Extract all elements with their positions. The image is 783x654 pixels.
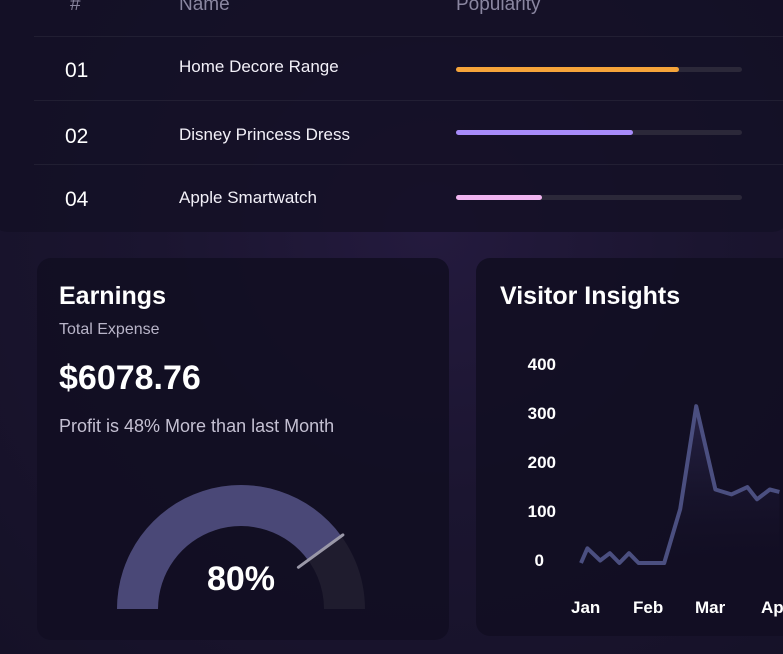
x-tick-label: Ap: [761, 598, 783, 617]
visitor-area: [581, 406, 780, 563]
products-table-panel: [0, 0, 783, 232]
popularity-bar: [456, 67, 742, 72]
popularity-bar: [456, 195, 742, 200]
gauge-fill: [117, 485, 342, 609]
gauge-label: 80%: [206, 560, 276, 598]
earnings-gauge: [117, 485, 365, 609]
earnings-card: Earnings Total Expense $6078.76 Profit i…: [37, 258, 449, 640]
x-tick-label: Feb: [633, 598, 664, 617]
popularity-fill: [456, 195, 542, 200]
product-name: Home Decore Range: [179, 57, 339, 76]
visitor-insights-card: Visitor Insights: [476, 258, 783, 636]
y-tick-label: 300: [527, 404, 556, 423]
row-number: 02: [65, 125, 89, 148]
visitor-series-line: [579, 404, 780, 565]
profit-text: Profit is 48% More than last Month: [59, 416, 335, 436]
popularity-fill: [456, 130, 634, 135]
col-header-number: #: [70, 0, 81, 15]
earnings-title: Earnings: [59, 282, 166, 310]
x-tick-label: Jan: [571, 598, 601, 617]
row-divider: [34, 100, 783, 101]
y-tick-label: 0: [534, 551, 544, 570]
row-divider: [34, 164, 783, 165]
popularity-bar: [456, 130, 742, 135]
row-divider: [34, 36, 783, 37]
product-name: Apple Smartwatch: [179, 188, 317, 207]
gauge-needle: [296, 533, 345, 569]
earnings-amount: $6078.76: [59, 359, 201, 397]
visitor-insights-title: Visitor Insights: [500, 282, 681, 310]
col-header-popularity: Popularity: [456, 0, 541, 15]
row-number: 01: [65, 59, 89, 82]
product-name: Disney Princess Dress: [179, 125, 350, 144]
y-tick-label: 400: [527, 355, 556, 374]
x-tick-label: Mar: [695, 598, 726, 617]
earnings-subtitle: Total Expense: [59, 321, 160, 338]
popularity-fill: [456, 67, 680, 72]
row-number: 04: [65, 188, 89, 211]
y-tick-label: 100: [527, 502, 556, 521]
col-header-name: Name: [179, 0, 230, 15]
y-tick-label: 200: [527, 453, 556, 472]
